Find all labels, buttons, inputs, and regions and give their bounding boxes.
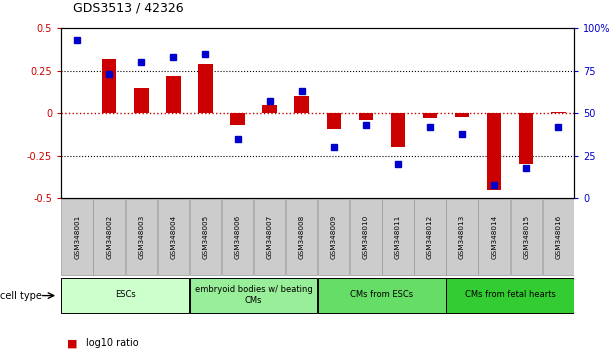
Text: CMs from fetal hearts: CMs from fetal hearts: [465, 290, 555, 299]
Bar: [487, 113, 502, 190]
Text: GSM348009: GSM348009: [331, 215, 337, 259]
Text: GSM348004: GSM348004: [170, 215, 177, 259]
FancyBboxPatch shape: [286, 199, 317, 275]
Text: CMs from ESCs: CMs from ESCs: [350, 290, 414, 299]
FancyBboxPatch shape: [350, 199, 381, 275]
Text: GSM348001: GSM348001: [74, 215, 80, 259]
Text: GSM348005: GSM348005: [202, 215, 208, 259]
Bar: [359, 113, 373, 120]
Bar: [455, 113, 469, 117]
Bar: [198, 64, 213, 113]
Bar: [551, 112, 566, 113]
FancyBboxPatch shape: [158, 199, 189, 275]
Text: GSM348006: GSM348006: [235, 215, 241, 259]
Bar: [326, 113, 341, 129]
Bar: [519, 113, 533, 164]
FancyBboxPatch shape: [414, 199, 445, 275]
Text: ESCs: ESCs: [115, 290, 136, 299]
FancyBboxPatch shape: [190, 199, 221, 275]
Bar: [166, 76, 181, 113]
FancyBboxPatch shape: [222, 199, 253, 275]
FancyBboxPatch shape: [447, 199, 478, 275]
Bar: [390, 113, 405, 147]
Text: GDS3513 / 42326: GDS3513 / 42326: [73, 1, 184, 14]
FancyBboxPatch shape: [62, 199, 93, 275]
Text: GSM348002: GSM348002: [106, 215, 112, 259]
Bar: [134, 88, 148, 113]
Bar: [102, 59, 117, 113]
Text: log10 ratio: log10 ratio: [86, 338, 138, 348]
FancyBboxPatch shape: [382, 199, 414, 275]
Bar: [423, 113, 437, 118]
Bar: [230, 113, 245, 125]
Text: GSM348012: GSM348012: [427, 215, 433, 259]
Text: GSM348010: GSM348010: [363, 215, 369, 259]
FancyBboxPatch shape: [254, 199, 285, 275]
Text: GSM348016: GSM348016: [555, 215, 562, 259]
Text: GSM348013: GSM348013: [459, 215, 465, 259]
FancyBboxPatch shape: [126, 199, 157, 275]
Text: embryoid bodies w/ beating
CMs: embryoid bodies w/ beating CMs: [195, 285, 312, 304]
Text: ■: ■: [67, 338, 78, 348]
Bar: [295, 96, 309, 113]
Text: GSM348007: GSM348007: [266, 215, 273, 259]
Text: GSM348015: GSM348015: [523, 215, 529, 259]
FancyBboxPatch shape: [447, 278, 574, 313]
Text: GSM348011: GSM348011: [395, 215, 401, 259]
Text: GSM348003: GSM348003: [138, 215, 144, 259]
FancyBboxPatch shape: [62, 278, 189, 313]
FancyBboxPatch shape: [478, 199, 510, 275]
FancyBboxPatch shape: [543, 199, 574, 275]
Text: cell type: cell type: [0, 291, 42, 301]
Text: GSM348014: GSM348014: [491, 215, 497, 259]
FancyBboxPatch shape: [93, 199, 125, 275]
Text: GSM348008: GSM348008: [299, 215, 305, 259]
Bar: [262, 105, 277, 113]
FancyBboxPatch shape: [318, 278, 445, 313]
FancyBboxPatch shape: [190, 278, 317, 313]
FancyBboxPatch shape: [511, 199, 542, 275]
FancyBboxPatch shape: [318, 199, 349, 275]
